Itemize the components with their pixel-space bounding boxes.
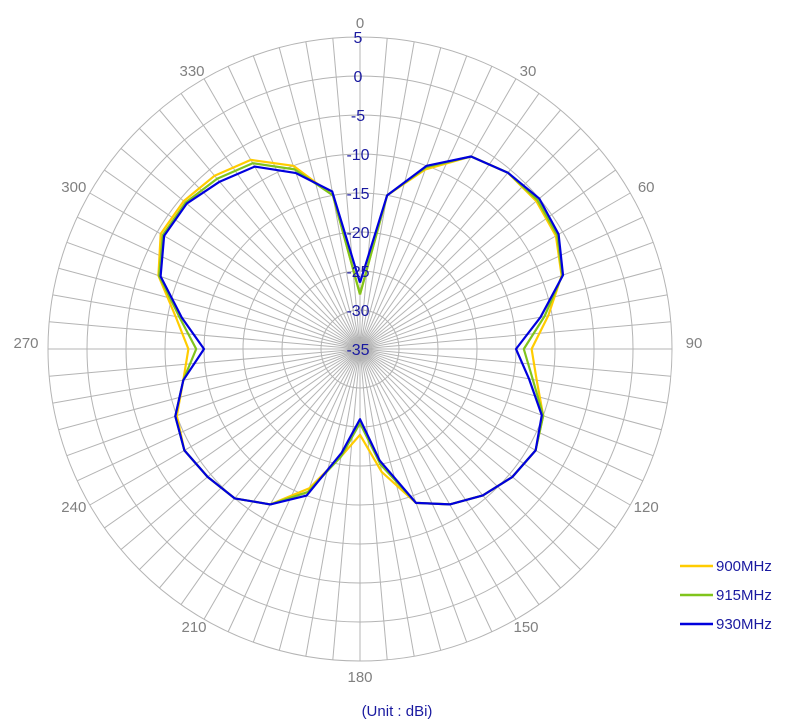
radial-tick-label: -30 xyxy=(346,303,369,320)
grid-spoke xyxy=(49,321,361,350)
angle-tick-label: 90 xyxy=(686,335,703,352)
grid-spoke xyxy=(203,348,361,620)
grid-spoke xyxy=(359,348,654,457)
radial-tick-label: -25 xyxy=(346,264,369,281)
polar-grid xyxy=(47,36,673,662)
grid-spoke xyxy=(77,348,361,482)
grid-spoke xyxy=(359,169,616,350)
series-lines xyxy=(157,155,565,506)
grid-spoke xyxy=(359,348,517,620)
legend: 900MHz 915MHz 930MHz xyxy=(680,558,772,633)
radial-tick-label: 0 xyxy=(354,69,363,86)
series-line-900MHz xyxy=(157,155,563,506)
grid-spoke xyxy=(359,294,668,350)
grid-spoke xyxy=(89,348,361,506)
angle-tick-label: 120 xyxy=(634,499,659,516)
grid-spoke xyxy=(203,78,361,350)
grid-spoke xyxy=(359,267,662,350)
grid-spoke xyxy=(359,47,442,350)
grid-spoke xyxy=(359,128,581,350)
angle-tick-label: 60 xyxy=(638,179,655,196)
grid-spoke xyxy=(359,321,671,350)
angle-tick-label: 270 xyxy=(13,335,38,352)
grid-spoke xyxy=(52,348,361,404)
grid-spoke xyxy=(359,109,561,350)
grid-spoke xyxy=(104,348,361,529)
grid-spoke xyxy=(58,267,361,350)
grid-spoke xyxy=(359,348,631,506)
grid-spoke xyxy=(180,93,361,350)
grid-spoke xyxy=(120,148,361,350)
grid-spoke xyxy=(359,241,654,350)
legend-label: 900MHz xyxy=(716,558,772,575)
grid-spoke xyxy=(359,348,493,632)
legend-label: 930MHz xyxy=(716,616,772,633)
grid-spoke xyxy=(359,66,493,350)
grid-spoke xyxy=(332,38,361,350)
grid-spoke xyxy=(66,241,361,350)
grid-spoke xyxy=(139,348,361,570)
grid-spoke xyxy=(77,216,361,350)
grid-spoke xyxy=(49,348,361,377)
grid-spoke xyxy=(359,348,643,482)
series-line-930MHz xyxy=(159,155,565,506)
grid-spoke xyxy=(359,216,643,350)
radial-tick-label: 5 xyxy=(354,30,363,47)
grid-spoke xyxy=(359,348,388,660)
grid-spoke xyxy=(359,348,468,643)
grid-spoke xyxy=(159,348,361,589)
radial-tick-label: -10 xyxy=(346,147,369,164)
angle-tick-label: 300 xyxy=(61,179,86,196)
grid-spoke xyxy=(359,348,442,651)
radial-tick-label: -20 xyxy=(346,225,369,242)
angle-tick-label: 180 xyxy=(347,669,372,686)
grid-spoke xyxy=(305,348,361,657)
angle-tick-label: 330 xyxy=(179,63,204,80)
grid-spoke xyxy=(359,348,561,589)
grid-spoke xyxy=(332,348,361,660)
grid-spoke xyxy=(120,348,361,550)
angle-tick-labels: 0 30 60 90 120 150 180 210 240 270 300 330 xyxy=(13,15,702,686)
grid-spoke xyxy=(66,348,361,457)
grid-spoke xyxy=(278,348,361,651)
unit-label: (Unit : dBi) xyxy=(362,703,433,720)
grid-spoke xyxy=(159,109,361,350)
grid-spoke xyxy=(359,78,517,350)
grid-spoke xyxy=(104,169,361,350)
grid-spoke xyxy=(359,192,631,350)
radial-tick-label: -35 xyxy=(346,342,369,359)
legend-label: 915MHz xyxy=(716,587,772,604)
grid-spoke xyxy=(89,192,361,350)
grid-spoke xyxy=(359,348,581,570)
grid-spoke xyxy=(359,348,415,657)
grid-spoke xyxy=(359,348,600,550)
series-line-915MHz xyxy=(158,155,564,506)
grid-spoke xyxy=(359,93,540,350)
angle-tick-label: 210 xyxy=(181,619,206,636)
grid-spoke xyxy=(58,348,361,431)
angle-tick-label: 30 xyxy=(520,63,537,80)
grid-spoke xyxy=(359,55,468,350)
grid-spoke xyxy=(359,348,616,529)
grid-spoke xyxy=(359,348,662,431)
grid-spoke xyxy=(252,55,361,350)
grid-spoke xyxy=(359,348,671,377)
radial-tick-label: -15 xyxy=(346,186,369,203)
grid-spoke xyxy=(359,38,388,350)
grid-spoke xyxy=(180,348,361,605)
grid-spoke xyxy=(52,294,361,350)
grid-spoke xyxy=(227,66,361,350)
grid-spoke xyxy=(359,348,668,404)
angle-tick-label: 240 xyxy=(61,499,86,516)
angle-tick-label: 150 xyxy=(513,619,538,636)
grid-spoke xyxy=(359,148,600,350)
radial-tick-labels: 5 0 -5 -10 -15 -20 -25 -30 -35 xyxy=(346,30,369,359)
grid-spoke xyxy=(278,47,361,350)
grid-spoke xyxy=(227,348,361,632)
grid-spoke xyxy=(359,348,540,605)
angle-tick-label: 0 xyxy=(356,15,364,32)
radial-tick-label: -5 xyxy=(351,108,365,125)
grid-spoke xyxy=(139,128,361,350)
